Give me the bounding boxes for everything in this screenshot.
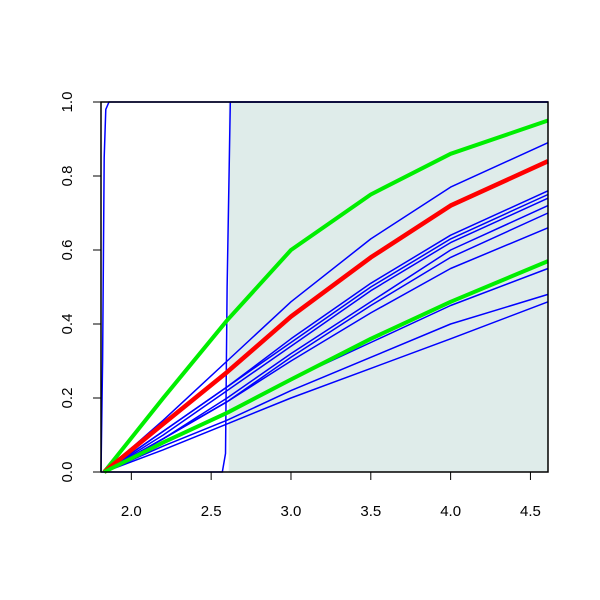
series-line xyxy=(103,142,549,473)
y-tick-label: 0.6 xyxy=(59,240,76,261)
x-tick-label: 2.5 xyxy=(201,503,222,520)
y-tick-label: 0.2 xyxy=(59,388,76,409)
x-tick-label: 2.0 xyxy=(121,503,142,520)
x-tick-label: 3.0 xyxy=(281,503,302,520)
series-line xyxy=(103,301,549,473)
y-tick-label: 1.0 xyxy=(59,92,76,113)
series-line xyxy=(103,293,549,473)
x-tick-label: 4.0 xyxy=(440,503,461,520)
series-line xyxy=(103,259,549,474)
x-tick-label: 3.5 xyxy=(360,503,381,520)
y-tick-label: 0.0 xyxy=(59,462,76,483)
x-tick-label: 4.5 xyxy=(520,503,541,520)
series-line xyxy=(102,159,549,474)
highlight-region xyxy=(228,102,548,472)
series-line xyxy=(103,197,549,473)
series-line xyxy=(103,227,549,473)
plot-frame xyxy=(100,101,549,473)
y-tick-label: 0.8 xyxy=(59,166,76,187)
series-line xyxy=(102,118,549,474)
series-line xyxy=(103,193,549,473)
y-tick-label: 0.4 xyxy=(59,314,76,335)
